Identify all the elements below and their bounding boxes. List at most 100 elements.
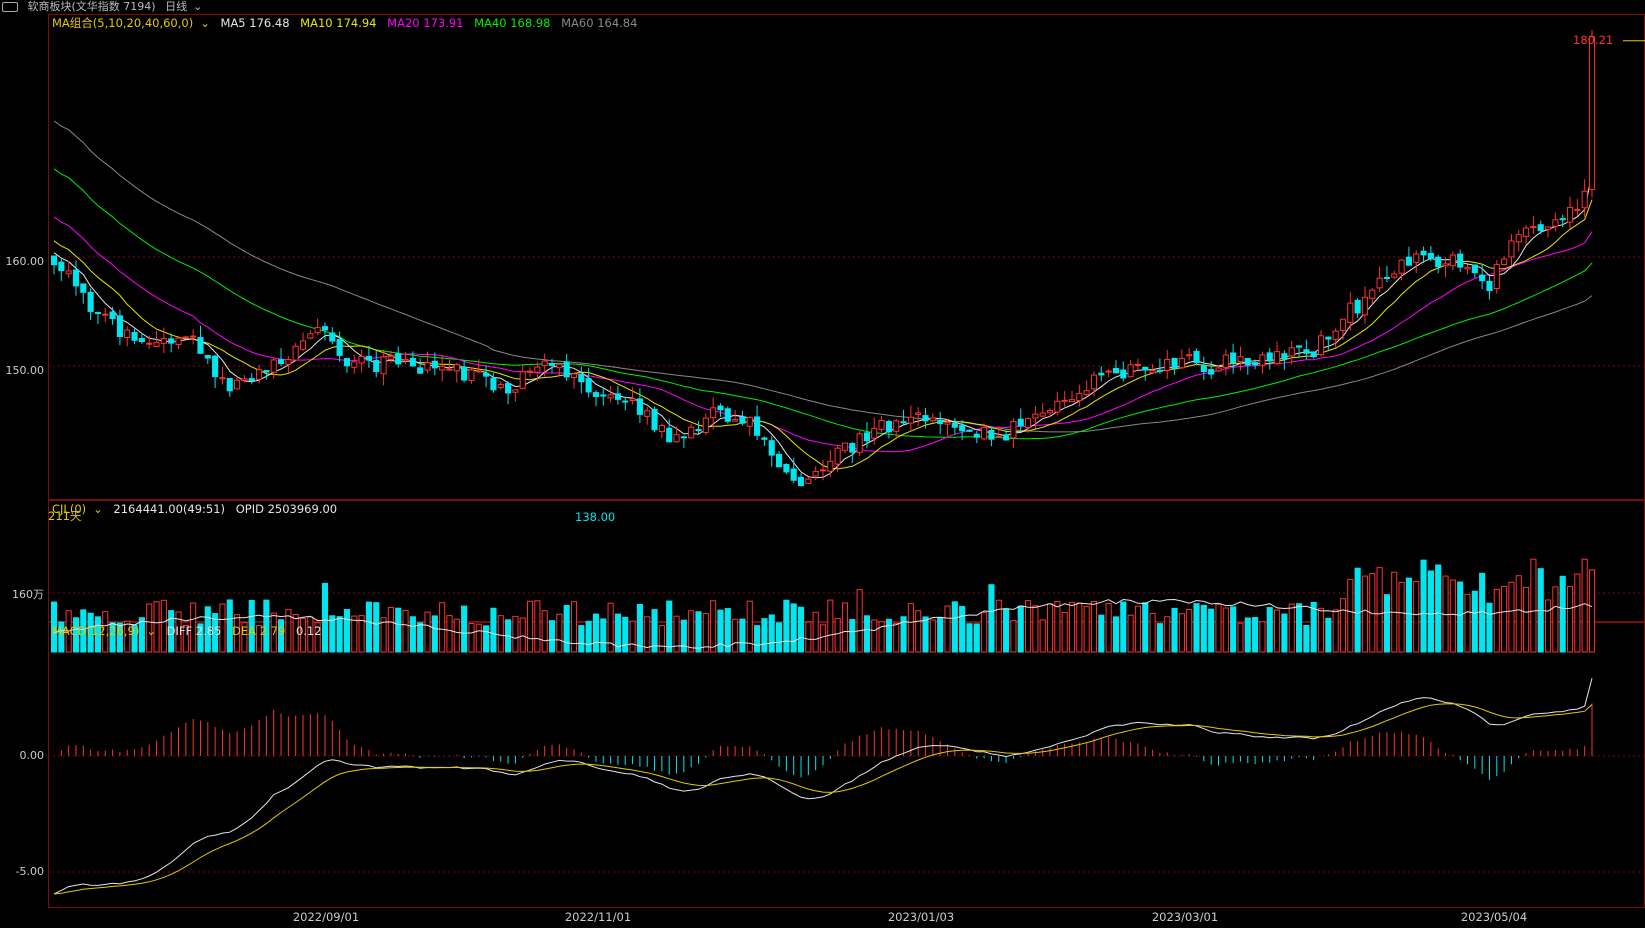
macd-selector[interactable]: MACD(12,26,9) ⌄ [52, 624, 156, 638]
volume-bar [138, 617, 145, 653]
volume-bar [1566, 585, 1574, 653]
volume-bar [182, 624, 189, 653]
candle-body [1208, 369, 1215, 375]
candle-body [439, 365, 446, 371]
volume-bar [468, 623, 475, 653]
volume-bar [878, 621, 885, 653]
volume-bar [1010, 620, 1017, 653]
volume-bar [321, 582, 329, 653]
candle-body [395, 353, 402, 365]
volume-bar [1186, 608, 1193, 653]
volume-bar [1244, 617, 1251, 653]
volume-bar [1405, 577, 1412, 653]
volume-bar [695, 611, 702, 653]
volume-bar [1039, 619, 1046, 653]
candle-body [563, 361, 570, 378]
candle-body [358, 355, 365, 364]
volume-bar [592, 613, 600, 653]
macd-value: 0.12 [295, 624, 322, 638]
candle-body [1581, 190, 1588, 209]
volume-bar [1435, 564, 1442, 653]
volume-bar [483, 625, 490, 653]
candle-body [219, 377, 226, 380]
candle-body [343, 358, 351, 367]
candle-body [1523, 227, 1530, 237]
volume-bar [329, 615, 336, 653]
candle-body [431, 360, 438, 369]
volume-bar [299, 617, 307, 653]
candle-body [1303, 349, 1310, 354]
volume-bar [900, 616, 907, 653]
candle-body [351, 361, 358, 368]
diff-value: DIFF 2.85 [166, 624, 222, 638]
candle-body [1120, 369, 1127, 379]
candle-body [1442, 263, 1449, 267]
candle-body [87, 291, 94, 312]
candle-body [146, 342, 153, 345]
volume-bar [343, 609, 351, 653]
volume-bar [124, 620, 131, 653]
volume-bar [402, 609, 409, 653]
candle-body [314, 327, 321, 334]
volume-bar [116, 622, 123, 653]
volume-bar [241, 622, 248, 653]
volume-bar [1120, 601, 1127, 653]
volume-bar [80, 609, 87, 653]
volume-bar [732, 618, 739, 653]
candle-body [1215, 367, 1222, 372]
candle-body [1098, 372, 1105, 376]
candle-body [424, 362, 431, 371]
candle-body [1457, 253, 1464, 268]
volume-bar [585, 620, 592, 653]
candle-body [1222, 354, 1229, 369]
candle-body [512, 389, 519, 393]
volume-bar [658, 625, 665, 653]
ma10-value: MA10 174.94 [300, 16, 377, 30]
ma-group-selector[interactable]: MA组合(5,10,20,40,60,0) ⌄ [52, 16, 210, 30]
candle-body [212, 355, 219, 378]
volume-bar [607, 602, 614, 653]
volume-bar [219, 603, 226, 653]
candle-body [1398, 259, 1405, 274]
volume-bar [915, 610, 922, 653]
candle-body [548, 362, 556, 367]
ma10-line [53, 199, 1593, 470]
volume-bar [226, 599, 233, 653]
candle-body [614, 393, 621, 400]
candle-body [695, 428, 702, 431]
candle-body [277, 359, 285, 365]
candle-body [658, 425, 665, 433]
candle-body [1274, 351, 1281, 365]
candle-body [190, 335, 197, 338]
title-bar: 软商板块(文华指数 7194) 日线 ⌄ [0, 0, 1645, 14]
ma40-line [53, 168, 1593, 440]
period-selector[interactable]: 日线 ⌄ [165, 0, 203, 13]
volume-bar [929, 619, 936, 653]
volume-bar [431, 615, 438, 653]
candle-body [1288, 347, 1295, 357]
candle-body [1193, 350, 1200, 364]
volume-tick: 160万 [12, 588, 44, 601]
volume-bar [563, 604, 570, 653]
candle-body [226, 378, 233, 392]
volume-bar [724, 608, 731, 653]
volume-bar [688, 610, 695, 653]
volume-bar [1420, 559, 1427, 653]
candle-body [966, 429, 973, 432]
volume-bar [1471, 590, 1478, 653]
candle-body [1471, 264, 1478, 274]
volume-bar [1156, 623, 1163, 653]
volume-bar [790, 603, 797, 653]
candle-body [1142, 366, 1149, 371]
candle-body [724, 408, 731, 422]
volume-bar [1127, 614, 1134, 653]
candle-body [834, 447, 841, 465]
candle-body [490, 377, 497, 391]
volume-bar [1493, 588, 1500, 653]
candle-body [380, 356, 387, 375]
candle-body [732, 419, 739, 422]
cjl-selector[interactable]: CJL(0) ⌄ [52, 502, 103, 516]
volume-bar [1134, 605, 1141, 653]
candle-body [1178, 357, 1185, 369]
